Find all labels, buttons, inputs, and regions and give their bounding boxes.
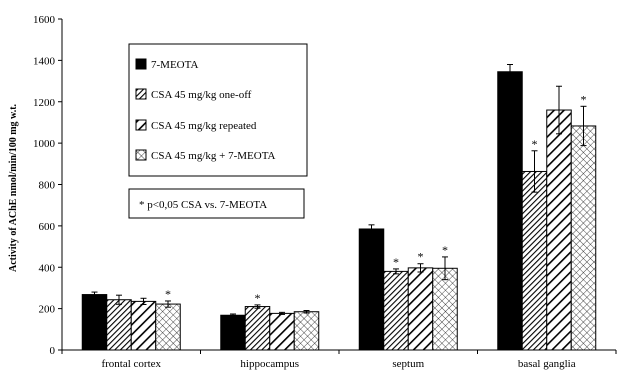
bar [269,312,295,351]
significance-marker: * [442,243,448,257]
x-category-label: septum [392,358,424,370]
bar [358,228,385,351]
significance-marker: * [165,287,171,301]
y-tick-label: 400 [39,262,56,274]
legend-box [128,43,308,177]
y-tick-label: 200 [39,304,56,316]
x-category-label: frontal cortex [101,358,161,370]
significance-note: * p<0,05 CSA vs. 7-MEOTA [128,188,305,219]
bar [81,294,108,351]
legend-label: CSA 45 mg/kg one-off [151,89,252,101]
legend: 7-MEOTA CSA 45 mg/kg one-off CSA 45 mg/k… [128,43,308,177]
bar [106,299,132,351]
significance-marker: * [393,255,399,269]
legend-label: CSA 45 mg/kg repeated [151,120,257,132]
y-tick-label: 1400 [33,55,56,67]
significance-marker: * [532,137,538,151]
bar [220,314,246,351]
bar [130,300,157,351]
legend-item-csa-one-off: CSA 45 mg/kg one-off [135,88,252,101]
plot-area: 0 200 400 600 800 1000 1200 1400 1600 frontal cor… [33,14,617,370]
note-text: * p<0,05 CSA vs. 7-MEOTA [139,199,267,211]
note-box [128,188,305,219]
y-axis-label: Activity of AChE nmol/min/100 mg w.t. [8,103,19,272]
y-tick-label: 1200 [33,97,56,109]
legend-swatch [135,149,147,161]
legend-swatch [135,119,147,131]
legend-label: CSA 45 mg/kg + 7-MEOTA [151,150,276,162]
x-category-label: hippocampus [240,358,299,370]
legend-label: 7-MEOTA [151,59,198,71]
y-tick-label: 1000 [33,138,56,150]
bar [546,109,572,351]
legend-item-7-meota: 7-MEOTA [135,58,198,71]
y-tick-label: 1600 [33,14,56,26]
legend-item-csa-repeated: CSA 45 mg/kg repeated [135,119,257,132]
legend-item-csa-plus-7-meota: CSA 45 mg/kg + 7-MEOTA [135,149,276,162]
bar [244,306,271,351]
legend-swatch [135,58,147,70]
y-tick-label: 600 [39,221,56,233]
legend-swatch [135,88,147,100]
significance-marker: * [418,250,424,264]
bar [497,71,523,351]
bar [521,170,548,351]
bar [432,267,458,351]
bar [407,267,434,351]
y-tick-label: 800 [39,180,56,192]
bar [570,125,597,351]
significance-marker: * [581,92,587,106]
bar [383,270,409,351]
significance-marker: * [255,291,261,305]
bar [293,311,320,351]
x-category-label: basal ganglia [518,358,576,370]
y-tick-label: 0 [50,345,56,357]
bar [155,303,181,351]
